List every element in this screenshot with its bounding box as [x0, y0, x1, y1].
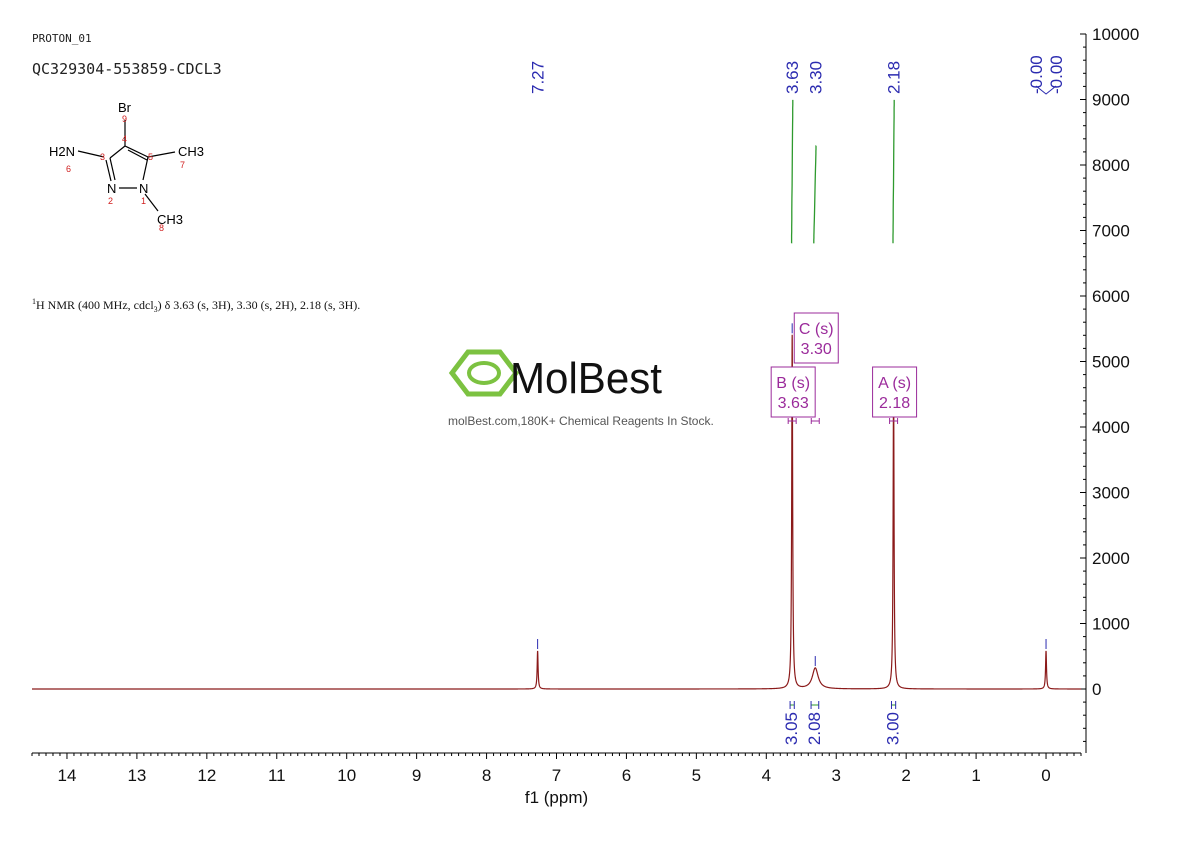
- integral-curves: 3.05 2.08 3.00: [782, 99, 903, 745]
- atom-n2: N: [107, 181, 116, 196]
- sample-label: QC329304-553859-CDCL3: [32, 60, 222, 78]
- atom-ch3-c7: CH3: [178, 144, 204, 159]
- atom-number-6: 6: [66, 164, 71, 174]
- multiplet-shift: 2.18: [879, 395, 910, 412]
- integral-curve: [790, 99, 794, 244]
- atom-number-1: 1: [141, 196, 146, 206]
- multiplet-box: [872, 366, 918, 418]
- x-tick-label: 13: [127, 766, 146, 785]
- peak-shift-label: 3.30: [806, 61, 825, 94]
- spectrum-trace: [32, 334, 1081, 690]
- multiplet-label: C (s): [799, 321, 834, 338]
- multiplet-box: [770, 366, 816, 418]
- brand-tagline: molBest.com,180K+ Chemical Reagents In S…: [448, 414, 714, 428]
- multiplet-label: B (s): [776, 375, 810, 392]
- multiplet-label: A (s): [878, 375, 911, 392]
- x-tick-label: 12: [197, 766, 216, 785]
- peak-shift-label: -0.00: [1047, 55, 1066, 94]
- y-tick-label: 0: [1092, 680, 1101, 699]
- multiplet-boxes: B (s) 3.63 C (s) 3.30 A (s) 2.18: [770, 312, 918, 424]
- y-tick-label: 2000: [1092, 549, 1130, 568]
- x-tick-label: 10: [337, 766, 356, 785]
- y-tick-label: 1000: [1092, 615, 1130, 634]
- peak-shift-label: 3.63: [783, 61, 802, 94]
- atom-number-3: 3: [100, 152, 105, 162]
- x-tick-label: 7: [552, 766, 561, 785]
- atom-number-9: 9: [122, 114, 127, 124]
- multiplet-shift: 3.30: [801, 341, 832, 358]
- brand-name: MolBest: [510, 354, 662, 403]
- x-tick-label: 11: [268, 766, 286, 785]
- y-tick-label: 9000: [1092, 91, 1130, 110]
- axes: 14 13 12 11 10 9 8 7 6 5 4 3 2 1 0f1 (ppm)010002000300…: [31, 25, 1139, 807]
- peak-shift-label: -0.00: [1027, 55, 1046, 94]
- x-axis-title: f1 (ppm): [525, 788, 588, 807]
- integral-value: 3.00: [884, 712, 903, 745]
- atom-n1: N: [139, 181, 148, 196]
- experiment-label: PROTON_01: [32, 32, 92, 45]
- x-tick-label: 6: [622, 766, 631, 785]
- x-tick-label: 1: [971, 766, 980, 785]
- y-tick-label: 6000: [1092, 287, 1130, 306]
- x-tick-label: 2: [901, 766, 910, 785]
- integral-value: 2.08: [805, 712, 824, 745]
- x-tick-label: 9: [412, 766, 421, 785]
- x-tick-label: 0: [1041, 766, 1050, 785]
- y-tick-label: 3000: [1092, 484, 1130, 503]
- molecule-structure: Br H2N CH3 N N CH3 1 2 3 4 5 6 7 8 9: [49, 100, 204, 233]
- peak-shift-label: 2.18: [885, 61, 904, 94]
- x-tick-label: 8: [482, 766, 491, 785]
- y-tick-label: 10000: [1092, 25, 1139, 44]
- molbest-watermark: MolBest molBest.com,180K+ Chemical Reage…: [448, 349, 714, 428]
- molbest-logo-icon: [448, 349, 520, 397]
- y-tick-label: 5000: [1092, 353, 1130, 372]
- y-tick-label: 8000: [1092, 156, 1130, 175]
- atom-number-7: 7: [180, 160, 185, 170]
- x-tick-label: 5: [692, 766, 701, 785]
- peak-label-connector: [1035, 85, 1057, 95]
- peak-shift-label: 7.27: [529, 61, 548, 94]
- integral-curve: [892, 99, 895, 244]
- spectrum-line: [32, 334, 1081, 690]
- multiplet-box: [793, 312, 839, 364]
- nmr-description: 1H NMR (400 MHz, cdcl3) δ 3.63 (s, 3H), …: [32, 297, 360, 314]
- y-tick-label: 7000: [1092, 222, 1130, 241]
- x-tick-label: 4: [762, 766, 771, 785]
- y-tick-label: 4000: [1092, 418, 1130, 437]
- x-tick-label: 3: [831, 766, 840, 785]
- atom-number-5: 5: [148, 152, 153, 162]
- atom-number-2: 2: [108, 196, 113, 206]
- peak-labels: 7.27 3.63 3.30 2.18 -0.00 -0.00: [529, 55, 1066, 667]
- atom-number-4: 4: [122, 134, 127, 144]
- integral-value: 3.05: [782, 712, 801, 745]
- atom-ch3-c8: CH3: [157, 212, 183, 227]
- atom-br: Br: [118, 100, 132, 115]
- x-tick-label: 14: [58, 766, 77, 785]
- multiplet-shift: 3.63: [778, 395, 809, 412]
- atom-number-8: 8: [159, 223, 164, 233]
- atom-nh2: H2N: [49, 144, 75, 159]
- integral-curve: [813, 145, 817, 244]
